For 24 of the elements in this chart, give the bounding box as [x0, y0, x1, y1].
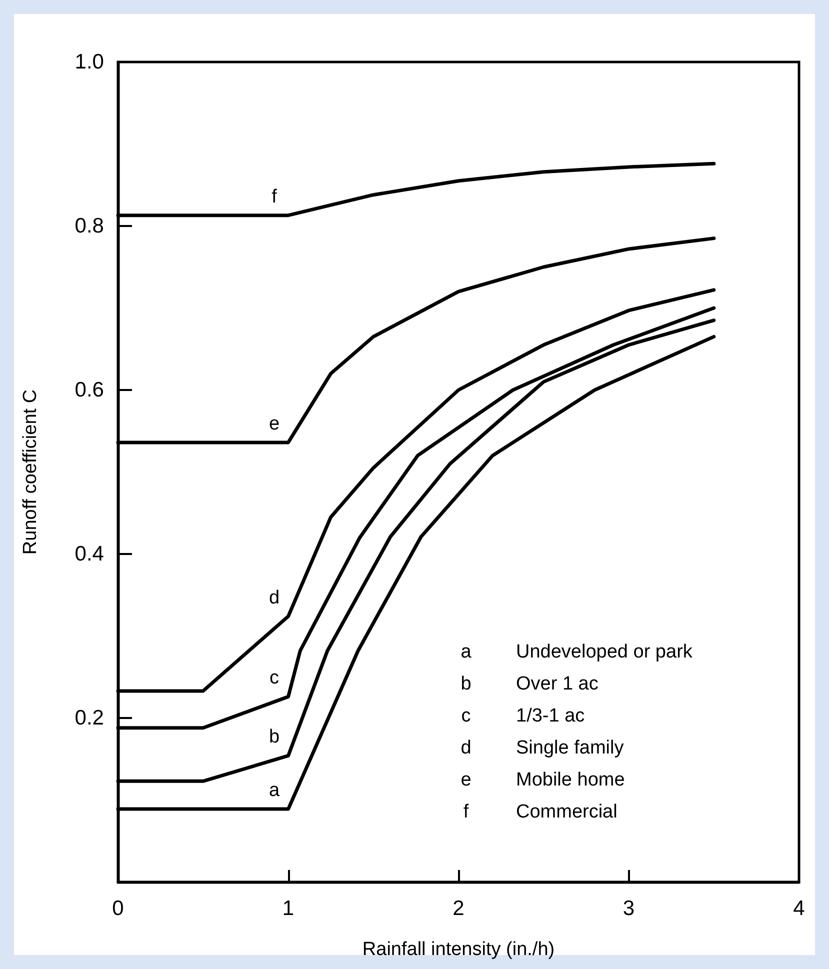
text: f Commercial	[463, 802, 618, 822]
series-label: b	[268, 726, 280, 748]
y-tick-label: 0.4	[74, 542, 104, 566]
x-axis-title: Rainfall intensity (in./h)	[362, 939, 555, 960]
text: a Undeveloped or park	[460, 642, 692, 662]
text: c 1/3-1 ac	[461, 706, 585, 726]
text: d Single family	[460, 738, 624, 758]
y-tick-label: 0.8	[74, 214, 104, 238]
x-tick-label: 3	[622, 897, 635, 920]
x-tick-label: 0	[112, 897, 124, 920]
text: b Over 1 ac	[460, 674, 598, 694]
x-tick-label: 1	[282, 897, 294, 920]
series-label: a	[268, 780, 280, 802]
series-label: d	[268, 587, 280, 608]
series-label: c	[270, 668, 279, 689]
text: e Mobile home	[460, 770, 625, 790]
y-tick-label: 0.6	[74, 378, 104, 402]
series-label: f	[272, 186, 278, 208]
y-tick-label: 1.0	[74, 50, 104, 74]
series-label: e	[268, 413, 280, 434]
x-tick-label: 2	[452, 897, 464, 920]
x-tick-label: 4	[793, 897, 806, 920]
y-tick-label: 0.2	[74, 706, 104, 730]
y-axis-title: Runoff coefficient C	[20, 389, 41, 555]
